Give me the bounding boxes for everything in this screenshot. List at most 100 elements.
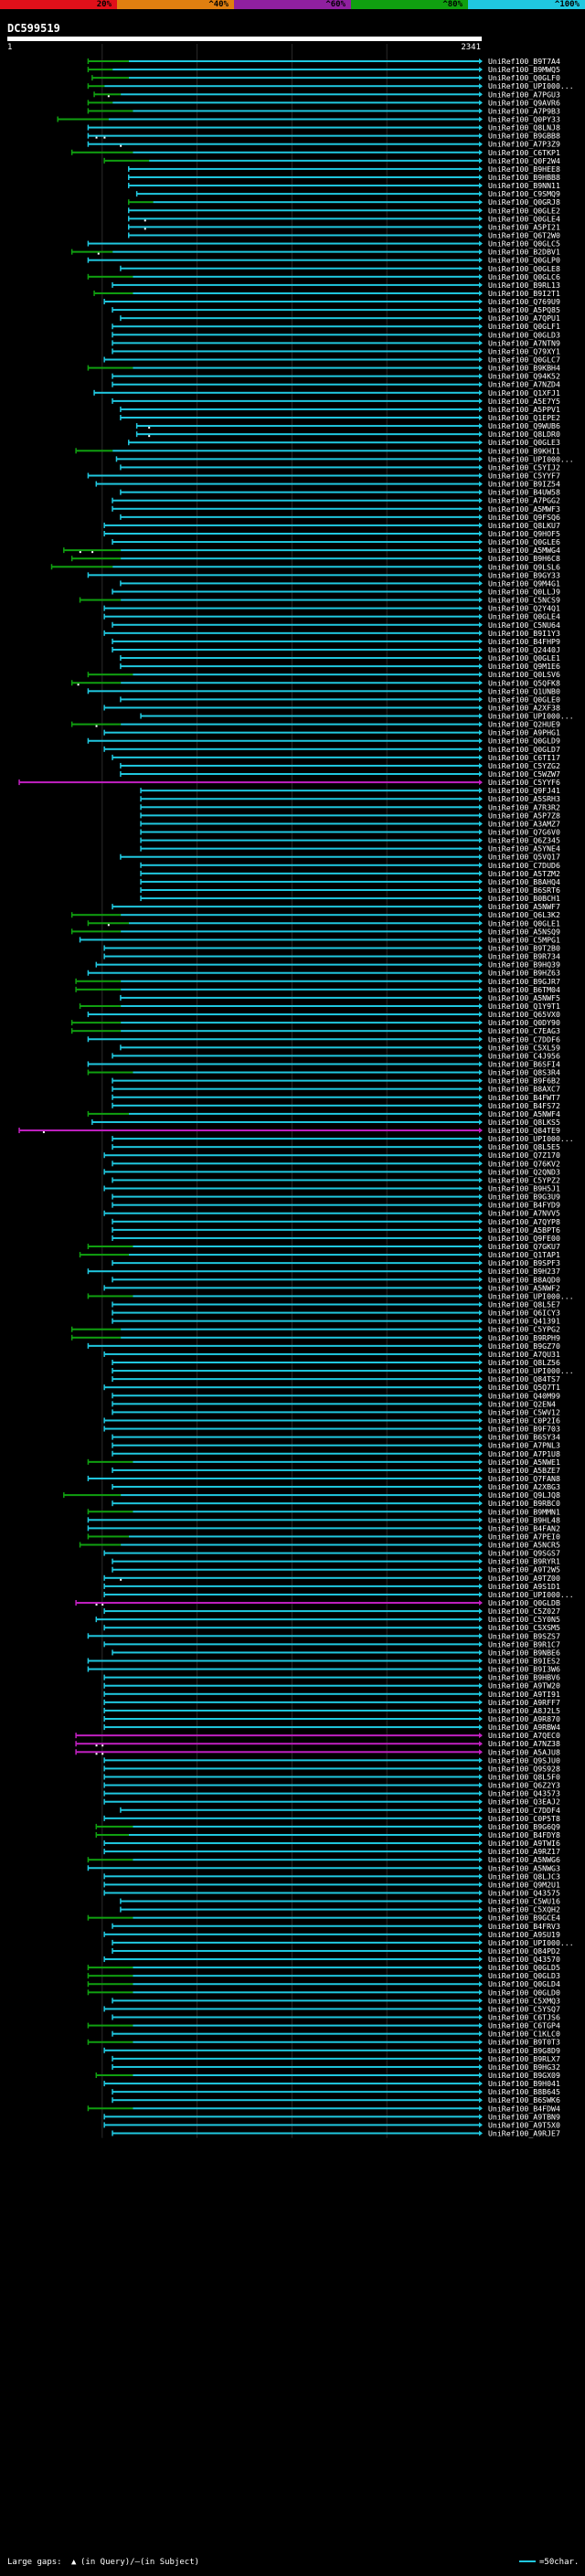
hit-label[interactable]: UniRef100_B9HZ63 [488, 969, 560, 978]
hit-row[interactable]: UniRef100_Q8LNJ8 [87, 123, 560, 133]
hit-label[interactable]: UniRef100_A7R3R2 [488, 802, 560, 811]
hit-label[interactable]: UniRef100_Q0GLC7 [488, 355, 560, 365]
hit-row[interactable]: UniRef100_Q2EN4 [112, 1399, 556, 1408]
hit-label[interactable]: UniRef100_Q9HOF5 [488, 529, 560, 538]
hit-label[interactable]: UniRef100_B9KHI1 [488, 446, 560, 455]
hit-label[interactable]: UniRef100_C0P5T8 [488, 1814, 560, 1823]
hit-row[interactable]: UniRef100_B4FHP9 [112, 637, 560, 646]
hit-row[interactable]: UniRef100_C0P5T8 [103, 1814, 560, 1823]
hit-row[interactable]: UniRef100_Q0GLD0 [87, 1988, 560, 1997]
hit-label[interactable]: UniRef100_C5WV12 [488, 1407, 560, 1416]
hit-label[interactable]: UniRef100_Q1XFJ1 [488, 388, 560, 398]
hit-row[interactable]: UniRef100_B8AHQ4 [140, 877, 560, 886]
hit-row[interactable]: UniRef100_B9GCE4 [87, 1913, 560, 1923]
hit-label[interactable]: UniRef100_Q2EN4 [488, 1399, 556, 1408]
hit-row[interactable]: UniRef100_B9G6Q9 [95, 1822, 560, 1831]
hit-label[interactable]: UniRef100_B9MMN1 [488, 1507, 560, 1516]
hit-row[interactable]: UniRef100_Q0GLDB [75, 1598, 560, 1607]
hit-row[interactable]: UniRef100_Q0GLD5 [87, 1963, 560, 1972]
hit-label[interactable]: UniRef100_Q0GLP0 [488, 256, 560, 265]
hit-label[interactable]: UniRef100_B8AXC7 [488, 1085, 560, 1094]
hit-row[interactable]: UniRef100_B9HBB8 [128, 173, 560, 182]
hit-row[interactable]: UniRef100_Q2Y4Q1 [103, 604, 560, 613]
hit-label[interactable]: UniRef100_Q8L5F0 [488, 1772, 560, 1781]
hit-row[interactable]: UniRef100_C5YSQ7 [103, 2004, 560, 2013]
hit-row[interactable]: UniRef100_Q0GLE8 [120, 264, 560, 273]
hit-row[interactable]: UniRef100_Q6T2W0 [128, 230, 560, 239]
hit-row[interactable]: UniRef100_Q0GLD9 [87, 737, 560, 746]
hit-label[interactable]: UniRef100_Q65VX0 [488, 1010, 560, 1019]
hit-row[interactable]: UniRef100_B4FAN2 [87, 1523, 560, 1532]
hit-row[interactable]: UniRef100_B9KBH4 [87, 364, 560, 373]
hit-label[interactable]: UniRef100_B9H6C8 [488, 554, 560, 563]
hit-row[interactable]: UniRef100_B9F703 [103, 1425, 560, 1434]
hit-row[interactable]: UniRef100_Q1TAP1 [79, 1250, 560, 1259]
hit-row[interactable]: UniRef100_A9SU19 [103, 1930, 560, 1939]
hit-row[interactable]: UniRef100_B6SRT6 [140, 885, 560, 895]
hit-label[interactable]: UniRef100_A9R870 [488, 1714, 560, 1723]
hit-label[interactable]: UniRef100_A9TZ00 [488, 1574, 560, 1583]
hit-label[interactable]: UniRef100_B9T0T3 [488, 2038, 560, 2047]
hit-row[interactable]: UniRef100_Q769U9 [103, 297, 560, 306]
hit-row[interactable]: UniRef100_B9H237 [87, 1267, 560, 1276]
hit-row[interactable]: UniRef100_B9T7A4 [87, 57, 560, 66]
hit-label[interactable]: UniRef100_Q7G6V0 [488, 828, 560, 837]
hit-label[interactable]: UniRef100_C7DUD6 [488, 861, 560, 870]
hit-row[interactable]: UniRef100_A5BZE7 [112, 1466, 560, 1475]
hit-label[interactable]: UniRef100_A9T2W5 [488, 1565, 560, 1574]
hit-row[interactable]: UniRef100_B2DBV1 [70, 248, 560, 257]
hit-row[interactable]: UniRef100_B9I1Y3 [103, 629, 560, 638]
hit-row[interactable]: UniRef100_B9IES2 [87, 1657, 560, 1666]
hit-row[interactable]: UniRef100_C5XMQ3 [112, 1996, 560, 2005]
hit-label[interactable]: UniRef100_Q6Z345 [488, 836, 560, 845]
hit-row[interactable]: UniRef100_A5AJU8 [75, 1747, 560, 1756]
hit-label[interactable]: UniRef100_Q8LJC3 [488, 1871, 560, 1881]
hit-row[interactable]: UniRef100_B9G3U9 [112, 1193, 560, 1202]
hit-label[interactable]: UniRef100_A5TZM2 [488, 869, 560, 878]
hit-label[interactable]: UniRef100_Q6L3K2 [488, 910, 560, 919]
hit-row[interactable]: UniRef100_Q1UNB0 [87, 686, 560, 695]
hit-label[interactable]: UniRef100_Q8L5E7 [488, 1300, 560, 1309]
hit-row[interactable]: UniRef100_B0BCH1 [140, 894, 560, 903]
hit-label[interactable]: UniRef100_A9RFF7 [488, 1698, 560, 1707]
hit-label[interactable]: UniRef100_B9GJR7 [488, 977, 560, 986]
hit-label[interactable]: UniRef100_Q43573 [488, 1789, 560, 1798]
hit-label[interactable]: UniRef100_C6TKP1 [488, 148, 560, 157]
hit-label[interactable]: UniRef100_C7DDF4 [488, 1806, 560, 1815]
hit-row[interactable]: UniRef100_A5NWF5 [120, 993, 560, 1002]
hit-label[interactable]: UniRef100_Q9FSQ6 [488, 513, 560, 522]
hit-label[interactable]: UniRef100_B9H237 [488, 1267, 560, 1276]
hit-label[interactable]: UniRef100_B4FS72 [488, 1101, 560, 1110]
hit-row[interactable]: UniRef100_Q9SJU0 [103, 1755, 560, 1765]
hit-row[interactable]: UniRef100_Q6L3K2 [70, 910, 560, 919]
hit-label[interactable]: UniRef100_C5MPG1 [488, 935, 560, 944]
hit-label[interactable]: UniRef100_Q9M1E6 [488, 662, 560, 671]
hit-label[interactable]: UniRef100_Q0LSV6 [488, 670, 560, 679]
hit-label[interactable]: UniRef100_A5NWF7 [488, 902, 560, 911]
hit-label[interactable]: UniRef100_B9HBV6 [488, 1673, 560, 1682]
hit-label[interactable]: UniRef100_C6TGP4 [488, 2021, 560, 2030]
hit-row[interactable]: UniRef100_Q9M2U1 [103, 1880, 560, 1889]
hit-row[interactable]: UniRef100_B9GBB8 [87, 132, 560, 141]
hit-label[interactable]: UniRef100_A5NSQ9 [488, 927, 560, 936]
hit-label[interactable]: UniRef100_A5NWF2 [488, 1283, 560, 1292]
hit-row[interactable]: UniRef100_Q5QFK8 [70, 678, 560, 687]
hit-row[interactable]: UniRef100_A9S1D1 [103, 1582, 560, 1591]
hit-label[interactable]: UniRef100_A9TI91 [488, 1690, 560, 1699]
hit-label[interactable]: UniRef100_Q9FJ41 [488, 786, 560, 795]
hit-label[interactable]: UniRef100_A5PPV1 [488, 405, 560, 414]
hit-label[interactable]: UniRef100_Q0GLC6 [488, 272, 560, 281]
hit-row[interactable]: UniRef100_Q0GLD4 [87, 1979, 560, 1988]
hit-label[interactable]: UniRef100_A7PGU3 [488, 90, 560, 99]
hit-label[interactable]: UniRef100_B9IZ54 [488, 480, 560, 489]
hit-row[interactable]: UniRef100_C5YZG2 [120, 761, 560, 770]
hit-label[interactable]: UniRef100_Q1EPE2 [488, 413, 560, 422]
hit-label[interactable]: UniRef100_C5WU16 [488, 1897, 560, 1906]
hit-label[interactable]: UniRef100_Q0GLD5 [488, 1963, 560, 1972]
hit-label[interactable]: UniRef100_Q7FAN8 [488, 1474, 560, 1483]
hit-label[interactable]: UniRef100_Q9LSL6 [488, 562, 560, 571]
hit-label[interactable]: UniRef100_UPI000... [488, 454, 574, 463]
hit-label[interactable]: UniRef100_Q0GLD3 [488, 1971, 560, 1980]
hit-row[interactable]: UniRef100_Q43573 [103, 1789, 560, 1798]
hit-label[interactable]: UniRef100_A9T5X0 [488, 2120, 560, 2129]
